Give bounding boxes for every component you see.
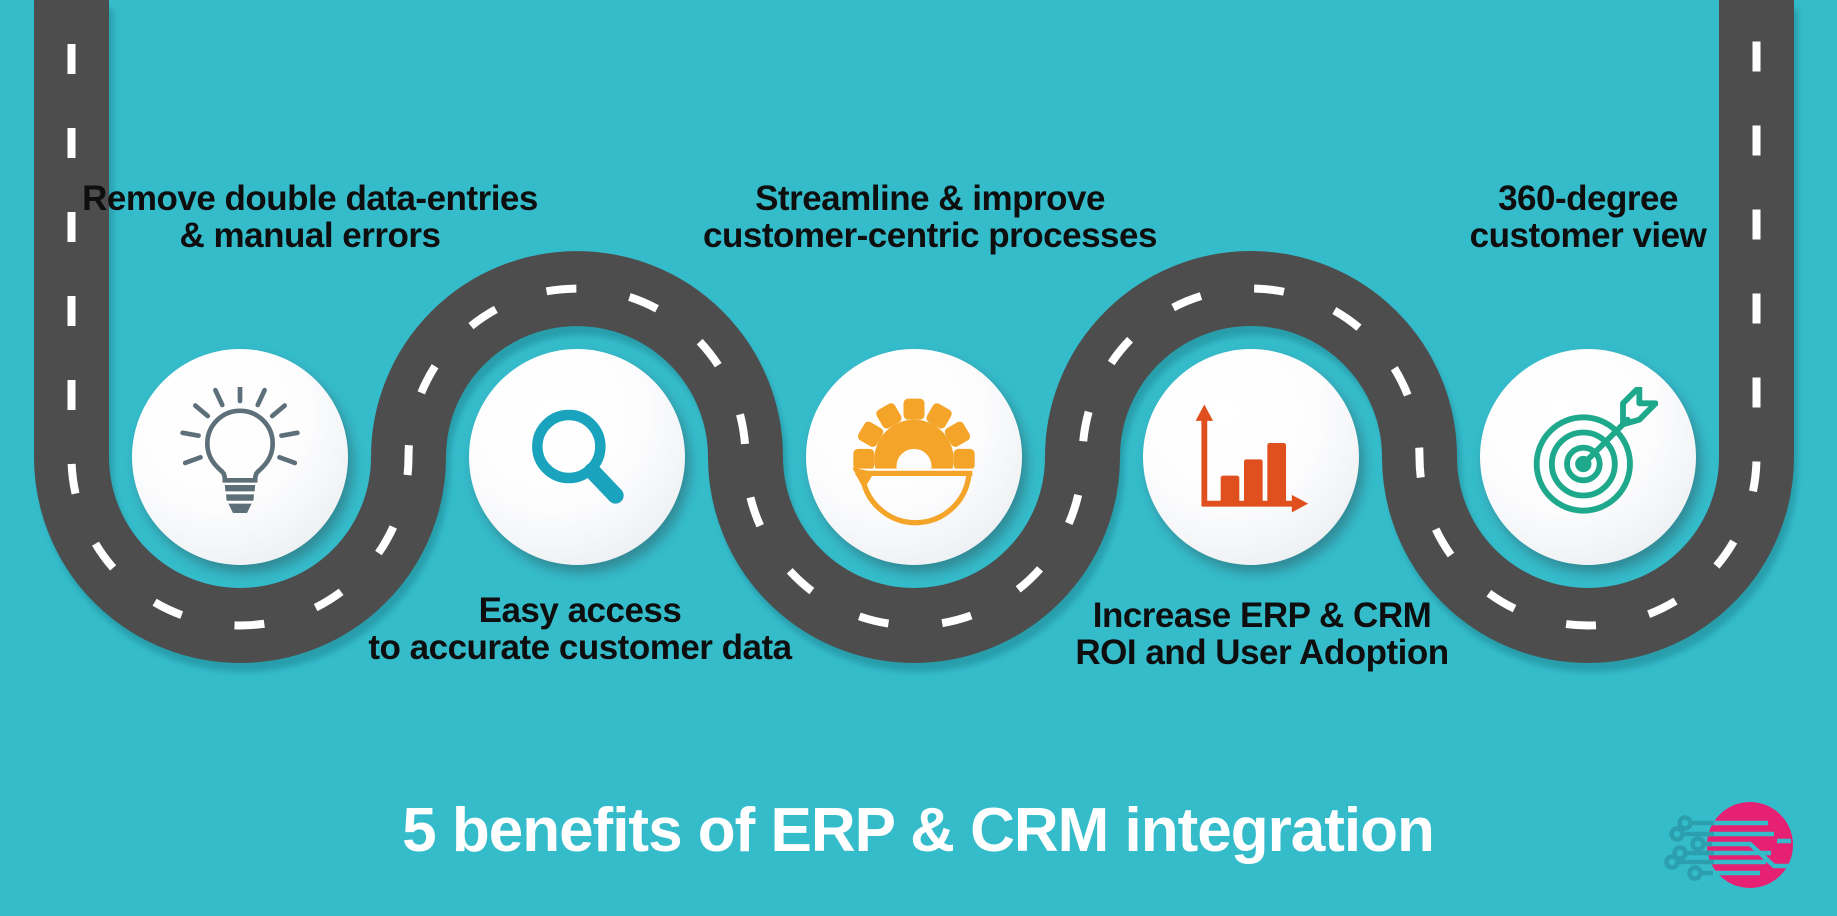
bar-chart-growth-icon [1195,404,1309,513]
circuit-brand-logo [1664,802,1793,888]
benefit-label-3: Streamline & improve customer-centric pr… [703,179,1157,255]
magnifier-icon [532,409,624,504]
benefit-label-1: Remove double data-entries & manual erro… [82,179,538,255]
benefit-label-4: Increase ERP & CRM ROI and User Adoption [1075,596,1449,672]
gear-refresh-icon [852,398,975,526]
page-title: 5 benefits of ERP & CRM integration [402,796,1435,865]
benefit-circle-2 [469,349,685,565]
benefit-label-2: Easy access to accurate customer data [368,591,792,667]
benefit-circle-1 [132,349,348,565]
target-arrow-icon [1533,387,1658,514]
logo-circuit-nodes [1664,815,1714,881]
lightbulb-icon [180,387,300,513]
road-center-dashes [67,0,1761,630]
benefit-circle-5 [1480,349,1696,565]
benefit-label-5: 360-degree customer view [1469,179,1707,255]
benefit-circle-3 [806,349,1022,565]
benefit-circle-4 [1143,349,1359,565]
